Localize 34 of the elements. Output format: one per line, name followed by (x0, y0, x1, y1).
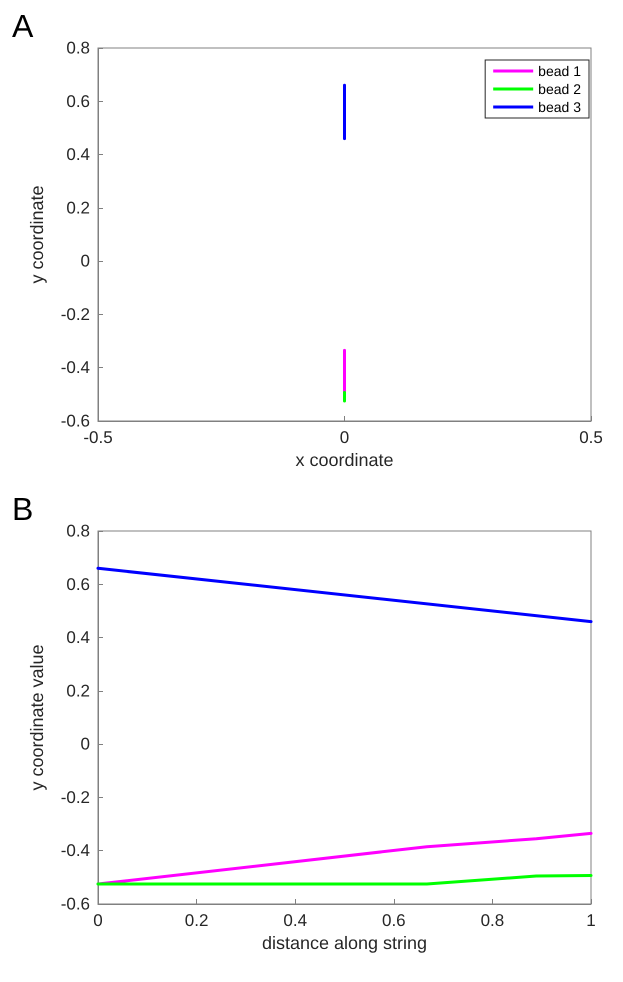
x-tick-label: 1 (586, 911, 596, 930)
x-axis-title: x coordinate (295, 450, 394, 470)
y-axis-title: y coordinate (27, 185, 47, 284)
y-axis-title: y coordinate value (27, 644, 47, 791)
x-tick-label: 0.5 (579, 428, 603, 447)
y-tick-label: -0.4 (60, 358, 90, 378)
text: B (12, 491, 34, 527)
x-tick-label: 0 (93, 911, 103, 930)
y-tick-label: 0.8 (66, 38, 90, 58)
legend-label: bead 2 (538, 81, 582, 97)
x-tick-label: 0.8 (480, 911, 504, 930)
y-tick-label: -0.4 (60, 841, 90, 860)
y-tick-label: 0.4 (66, 628, 90, 648)
y-tick-label: -0.2 (60, 304, 90, 324)
text: A (12, 8, 34, 44)
y-tick-label: 0.8 (66, 522, 90, 540)
y-tick-label: 0 (80, 734, 90, 754)
y-tick-label: 0.6 (66, 92, 90, 111)
y-tick-label: 0 (80, 252, 90, 271)
x-axis-title: distance along string (262, 932, 428, 953)
y-tick-label: -0.6 (60, 412, 90, 430)
x-tick-label: 0 (340, 428, 350, 447)
y-tick-label: 0.2 (66, 198, 90, 218)
y-tick-label: 0.6 (66, 574, 90, 594)
x-tick-label: -0.5 (83, 428, 113, 447)
legend-label: bead 1 (538, 63, 582, 79)
x-tick-label: 0.2 (184, 911, 208, 930)
y-tick-label: 0.4 (66, 145, 90, 164)
y-tick-label: -0.2 (60, 788, 90, 807)
y-tick-label: -0.6 (60, 894, 90, 914)
legend-label: bead 3 (538, 99, 582, 115)
y-tick-label: 0.2 (66, 681, 90, 700)
x-tick-label: 0.6 (382, 911, 406, 930)
x-tick-label: 0.4 (283, 911, 308, 930)
